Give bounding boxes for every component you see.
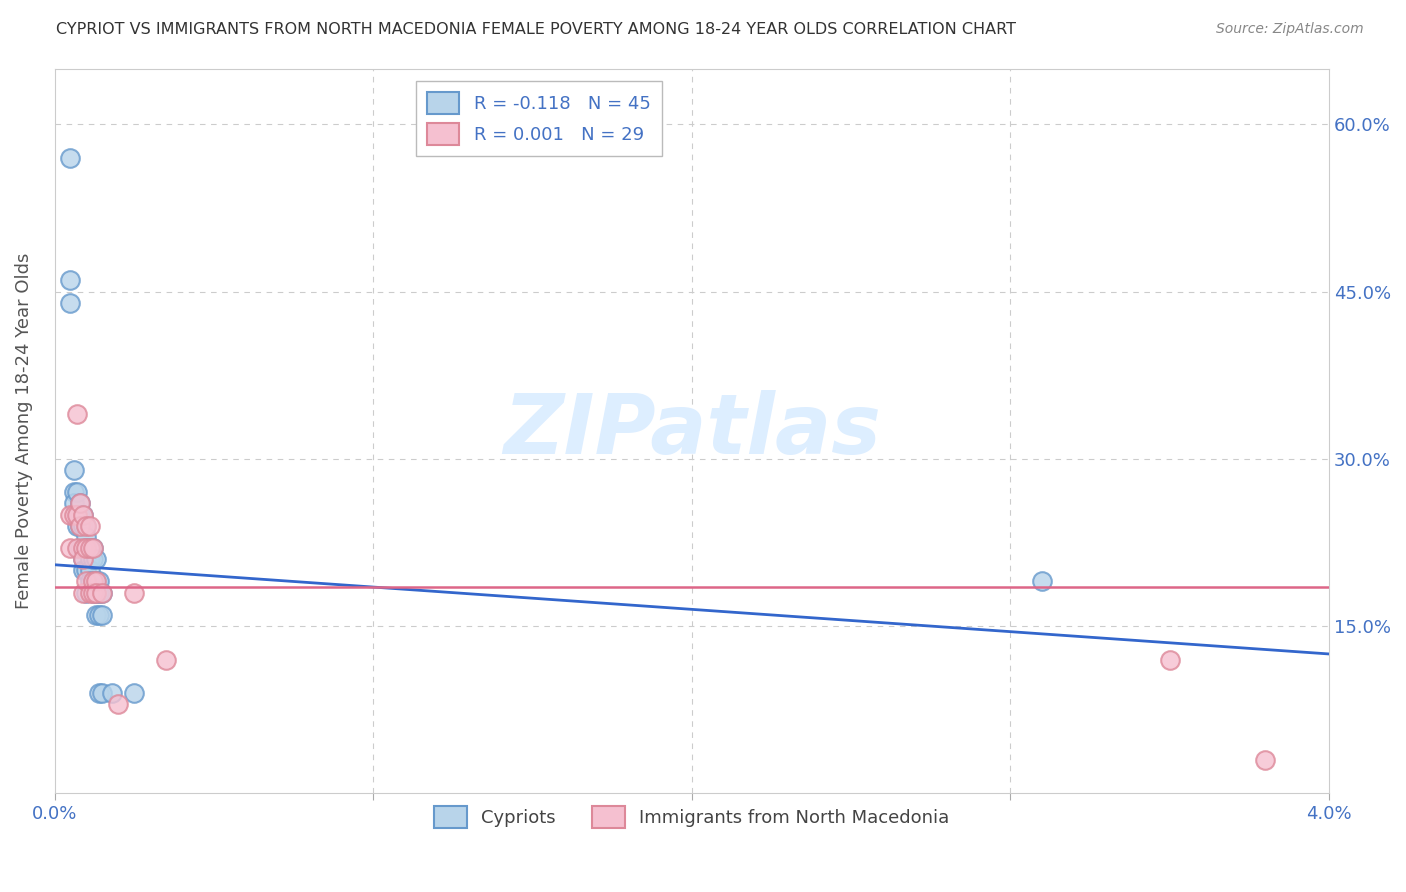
Point — [69, 496, 91, 510]
Point — [59, 508, 82, 522]
Point — [79, 541, 101, 555]
Point — [72, 541, 94, 555]
Point — [75, 563, 97, 577]
Point — [69, 518, 91, 533]
Point — [72, 508, 94, 522]
Point — [91, 686, 114, 700]
Point — [89, 574, 111, 589]
Point — [84, 585, 107, 599]
Point — [122, 585, 145, 599]
Point — [79, 552, 101, 566]
Point — [1031, 574, 1053, 589]
Point — [1159, 652, 1181, 666]
Point — [75, 541, 97, 555]
Point — [84, 574, 107, 589]
Point — [84, 607, 107, 622]
Point — [82, 552, 104, 566]
Point — [72, 585, 94, 599]
Point — [59, 273, 82, 287]
Point — [62, 508, 84, 522]
Point — [69, 541, 91, 555]
Point — [62, 485, 84, 500]
Point — [66, 541, 89, 555]
Point — [59, 151, 82, 165]
Point — [89, 585, 111, 599]
Point — [89, 607, 111, 622]
Text: ZIPatlas: ZIPatlas — [503, 391, 880, 472]
Point — [122, 686, 145, 700]
Legend: Cypriots, Immigrants from North Macedonia: Cypriots, Immigrants from North Macedoni… — [427, 798, 956, 835]
Point — [82, 541, 104, 555]
Point — [69, 518, 91, 533]
Point — [75, 574, 97, 589]
Point — [72, 518, 94, 533]
Point — [66, 508, 89, 522]
Point — [72, 552, 94, 566]
Point — [59, 295, 82, 310]
Point — [75, 518, 97, 533]
Point — [91, 585, 114, 599]
Point — [66, 518, 89, 533]
Text: CYPRIOT VS IMMIGRANTS FROM NORTH MACEDONIA FEMALE POVERTY AMONG 18-24 YEAR OLDS : CYPRIOT VS IMMIGRANTS FROM NORTH MACEDON… — [56, 22, 1017, 37]
Point — [82, 541, 104, 555]
Point — [66, 485, 89, 500]
Point — [82, 585, 104, 599]
Point — [66, 407, 89, 421]
Y-axis label: Female Poverty Among 18-24 Year Olds: Female Poverty Among 18-24 Year Olds — [15, 252, 32, 609]
Point — [84, 574, 107, 589]
Point — [1254, 753, 1277, 767]
Point — [69, 496, 91, 510]
Point — [91, 607, 114, 622]
Point — [79, 518, 101, 533]
Point — [75, 541, 97, 555]
Point — [72, 508, 94, 522]
Point — [107, 697, 129, 711]
Point — [69, 508, 91, 522]
Point — [79, 585, 101, 599]
Point — [82, 574, 104, 589]
Point — [82, 574, 104, 589]
Point — [84, 552, 107, 566]
Point — [75, 585, 97, 599]
Point — [101, 686, 124, 700]
Point — [72, 563, 94, 577]
Point — [84, 585, 107, 599]
Point — [72, 552, 94, 566]
Point — [75, 518, 97, 533]
Point — [79, 563, 101, 577]
Text: Source: ZipAtlas.com: Source: ZipAtlas.com — [1216, 22, 1364, 37]
Point — [79, 541, 101, 555]
Point — [62, 496, 84, 510]
Point — [79, 574, 101, 589]
Point — [75, 530, 97, 544]
Point — [72, 541, 94, 555]
Point — [66, 508, 89, 522]
Point — [82, 585, 104, 599]
Point — [89, 686, 111, 700]
Point — [62, 463, 84, 477]
Point — [155, 652, 177, 666]
Point — [59, 541, 82, 555]
Point — [91, 585, 114, 599]
